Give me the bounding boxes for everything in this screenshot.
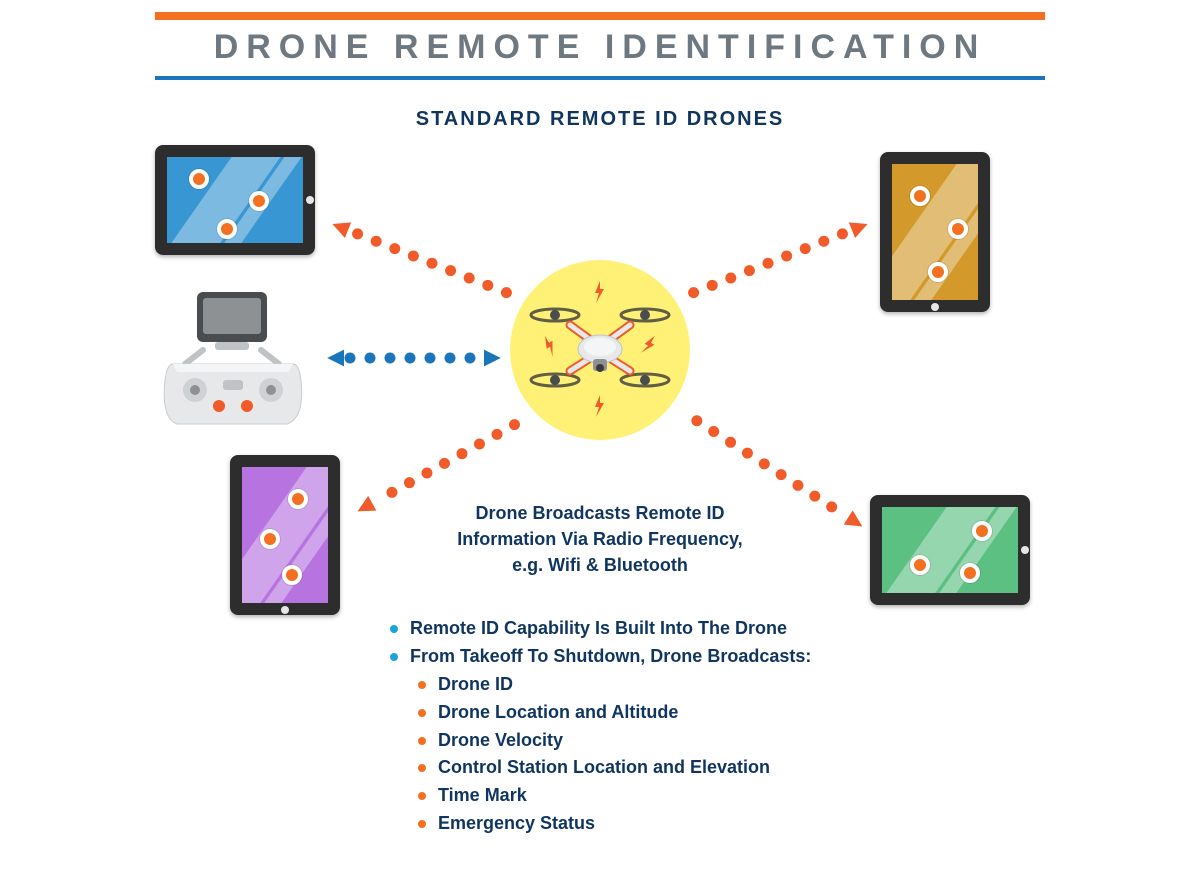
receiver-tablet-blue <box>155 145 315 255</box>
broadcast-line-3: e.g. Wifi & Bluetooth <box>0 552 1200 578</box>
subtitle: STANDARD REMOTE ID DRONES <box>0 108 1200 131</box>
bullet-text: Emergency Status <box>438 810 595 838</box>
broadcast-line-1: Drone Broadcasts Remote ID <box>0 500 1200 526</box>
bullet-dot-icon <box>418 820 426 828</box>
bullet-text: Drone ID <box>438 671 513 699</box>
top-accent-bar <box>155 12 1045 20</box>
sub-bullet: Drone Velocity <box>390 727 930 755</box>
primary-bullet: Remote ID Capability Is Built Into The D… <box>390 615 930 643</box>
broadcast-line-2: Information Via Radio Frequency, <box>0 526 1200 552</box>
bullet-dot-icon <box>418 709 426 717</box>
bullet-dot-icon <box>418 681 426 689</box>
bullet-dot-icon <box>418 737 426 745</box>
bullet-dot-icon <box>418 792 426 800</box>
feature-list: Remote ID Capability Is Built Into The D… <box>390 615 930 838</box>
sub-bullet: Control Station Location and Elevation <box>390 754 930 782</box>
page-title: DRONE REMOTE IDENTIFICATION <box>0 28 1200 67</box>
primary-bullet: From Takeoff To Shutdown, Drone Broadcas… <box>390 643 930 671</box>
bullet-text: Drone Velocity <box>438 727 563 755</box>
title-underline <box>155 76 1045 80</box>
bullet-dot-icon <box>390 653 398 661</box>
remote-controller-icon <box>155 290 310 440</box>
sub-bullet: Emergency Status <box>390 810 930 838</box>
sub-bullet: Time Mark <box>390 782 930 810</box>
drone-icon <box>520 275 680 425</box>
broadcast-description: Drone Broadcasts Remote ID Information V… <box>0 500 1200 578</box>
sub-bullet: Drone ID <box>390 671 930 699</box>
bullet-text: From Takeoff To Shutdown, Drone Broadcas… <box>410 643 811 671</box>
bullet-text: Drone Location and Altitude <box>438 699 678 727</box>
bullet-text: Remote ID Capability Is Built Into The D… <box>410 615 787 643</box>
receiver-tablet-orange <box>880 152 990 312</box>
sub-bullet: Drone Location and Altitude <box>390 699 930 727</box>
bullet-text: Control Station Location and Elevation <box>438 754 770 782</box>
bullet-text: Time Mark <box>438 782 527 810</box>
bullet-dot-icon <box>418 764 426 772</box>
bullet-dot-icon <box>390 625 398 633</box>
